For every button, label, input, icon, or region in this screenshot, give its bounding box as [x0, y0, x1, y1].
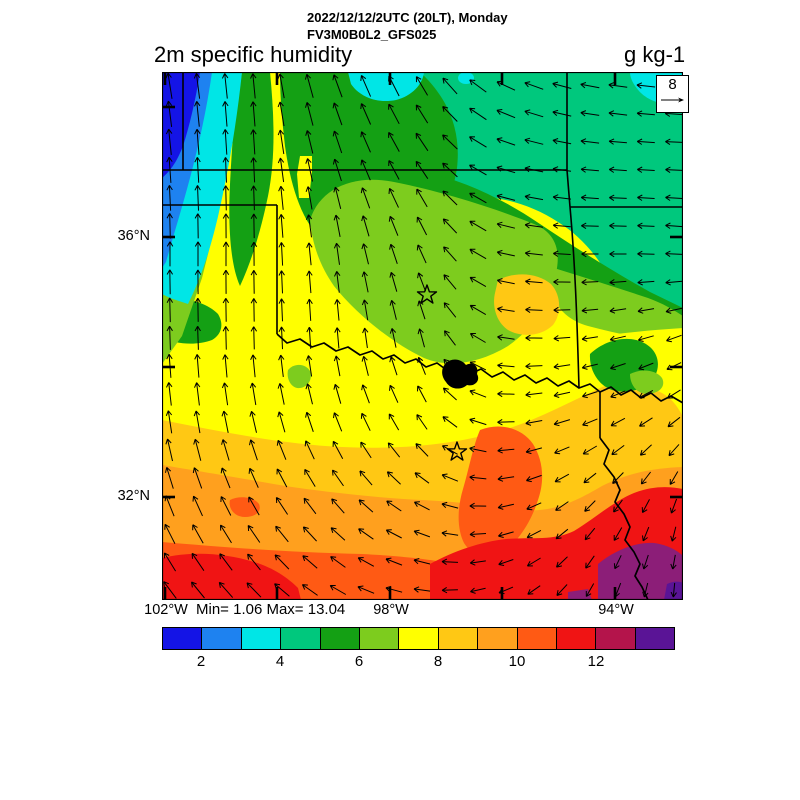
contour-region-lightgreen-river-fringe	[630, 370, 664, 394]
colorbar-segment	[241, 628, 282, 649]
contour-region-yellow-panhandle-tongue	[235, 196, 303, 392]
colorbar-tick-label: 10	[508, 653, 526, 670]
minmax-annotation: Min= 1.06 Max= 13.04	[196, 601, 346, 618]
wind-vector-field	[163, 72, 683, 599]
colorbar-segment	[202, 628, 242, 649]
state-border	[566, 169, 571, 208]
contour-region-cyan-speck	[458, 72, 474, 84]
colorbar-segment	[359, 628, 400, 649]
contour-region-lightgreen-central-tongue	[310, 179, 558, 364]
model-title: FV3M0B0L2_GFS025	[307, 27, 437, 42]
colorbar-segment	[556, 628, 597, 649]
lon-label: 94°W	[598, 602, 634, 618]
colorbar-segment	[320, 628, 360, 649]
colorbar-segment	[438, 628, 479, 649]
city-star-icon	[446, 441, 468, 461]
contour-region-cyan-band	[162, 72, 242, 304]
wind-reference-arrow-icon	[661, 97, 684, 103]
colorbar	[162, 627, 675, 650]
contour-region-lightgreen-below-river-spot	[287, 364, 311, 389]
variable-title: 2m specific humidity	[154, 42, 353, 67]
colorbar-tick-label: 8	[433, 653, 443, 670]
colorbar-segment	[635, 628, 675, 649]
contour-region-cyan-patch-north	[348, 72, 424, 102]
datetime-title: 2022/12/12/2UTC (20LT), Monday	[307, 10, 508, 25]
contour-region-lightgreen-ne-band	[551, 268, 683, 346]
units-label: g kg-1	[624, 42, 686, 67]
colorbar-tick-label: 6	[354, 653, 364, 670]
colorbar-segment	[596, 628, 636, 649]
river	[599, 437, 649, 600]
contour-map	[162, 72, 683, 600]
state-border	[569, 206, 580, 389]
contour-region-amber-patch-east	[494, 274, 560, 335]
colorbar-segment	[478, 628, 518, 649]
axis-ticks	[162, 72, 683, 600]
colorbar-tick-label: 4	[275, 653, 285, 670]
contour-region-red-streak	[170, 588, 263, 600]
wind-reference-box: 8	[656, 75, 689, 113]
lat-label: 36°N	[117, 228, 150, 244]
colorbar-tick-label: 12	[587, 653, 605, 670]
contour-region-darkorange-central-blob	[458, 426, 543, 557]
colorbar-segment	[281, 628, 321, 649]
colorbar-segment	[163, 628, 203, 649]
city-star-icon	[416, 284, 438, 304]
lon-label: 98°W	[373, 602, 409, 618]
colorbar-segment	[399, 628, 439, 649]
lon-label: 102°W	[144, 602, 188, 618]
contour-region-darkgreen-west-strip	[229, 72, 274, 286]
colorbar-segment	[517, 628, 557, 649]
lat-label: 32°N	[117, 488, 150, 504]
colorbar-tick-label: 2	[196, 653, 206, 670]
wind-reference-value: 8	[668, 76, 677, 93]
